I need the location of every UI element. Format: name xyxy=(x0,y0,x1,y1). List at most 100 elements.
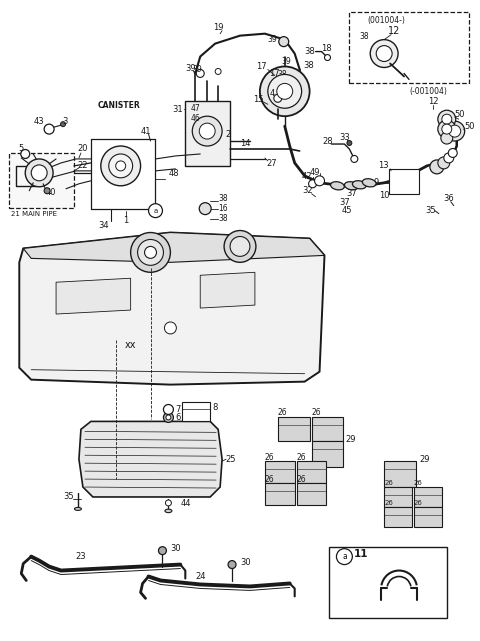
Text: 12: 12 xyxy=(388,26,400,36)
Circle shape xyxy=(438,110,456,128)
Circle shape xyxy=(199,123,215,139)
Text: 5: 5 xyxy=(19,144,24,153)
Circle shape xyxy=(158,547,167,554)
Circle shape xyxy=(199,203,211,215)
Text: 39: 39 xyxy=(185,64,196,73)
Circle shape xyxy=(370,40,398,67)
Circle shape xyxy=(166,500,171,506)
Text: 22: 22 xyxy=(78,162,88,171)
Text: 37: 37 xyxy=(339,198,350,207)
Circle shape xyxy=(274,94,282,103)
Bar xyxy=(414,487,442,507)
Text: 24: 24 xyxy=(195,572,205,581)
Text: 13: 13 xyxy=(379,162,389,171)
Bar xyxy=(9,153,74,208)
Text: 38: 38 xyxy=(278,70,288,79)
Ellipse shape xyxy=(74,508,82,510)
Circle shape xyxy=(144,246,156,258)
Text: 43: 43 xyxy=(34,117,45,126)
Text: 33: 33 xyxy=(339,133,350,142)
Circle shape xyxy=(164,404,173,415)
Text: 26: 26 xyxy=(297,474,306,483)
Circle shape xyxy=(336,549,352,565)
Circle shape xyxy=(192,116,222,146)
Text: 37: 37 xyxy=(346,189,357,198)
Text: 28: 28 xyxy=(322,137,333,146)
Circle shape xyxy=(449,125,461,137)
Ellipse shape xyxy=(331,181,344,190)
Bar xyxy=(265,483,295,505)
Circle shape xyxy=(44,188,50,194)
Text: 41: 41 xyxy=(140,127,151,136)
Text: 50: 50 xyxy=(455,110,465,119)
Bar xyxy=(384,487,412,507)
Text: (-001004): (-001004) xyxy=(409,87,447,96)
Polygon shape xyxy=(19,233,324,385)
Text: 46: 46 xyxy=(190,113,200,122)
Text: 20: 20 xyxy=(78,144,88,153)
Circle shape xyxy=(131,233,170,272)
Text: 8: 8 xyxy=(212,403,217,412)
Polygon shape xyxy=(56,278,131,314)
Text: 35: 35 xyxy=(64,492,74,501)
Circle shape xyxy=(445,121,465,141)
Text: 23: 23 xyxy=(76,552,86,561)
Circle shape xyxy=(166,415,171,420)
Text: 4: 4 xyxy=(269,89,275,98)
Text: 7: 7 xyxy=(175,405,181,414)
Bar xyxy=(312,417,343,441)
Text: 26: 26 xyxy=(414,500,423,506)
Text: 15: 15 xyxy=(252,95,263,104)
Text: 17: 17 xyxy=(257,62,267,71)
Text: 39: 39 xyxy=(192,65,202,74)
Text: 10: 10 xyxy=(379,191,389,200)
Bar xyxy=(278,417,310,441)
Text: 47: 47 xyxy=(190,104,200,113)
Circle shape xyxy=(230,237,250,256)
Text: xx: xx xyxy=(125,340,136,350)
Text: 30: 30 xyxy=(170,544,181,553)
Ellipse shape xyxy=(345,181,358,190)
Text: 2: 2 xyxy=(226,129,231,138)
Text: a: a xyxy=(154,208,157,213)
Text: 19: 19 xyxy=(213,23,223,32)
Text: 25: 25 xyxy=(225,454,236,463)
Text: 3: 3 xyxy=(62,117,68,126)
Bar xyxy=(185,101,230,166)
Text: 38: 38 xyxy=(304,61,314,70)
Circle shape xyxy=(442,124,452,134)
Bar xyxy=(414,507,442,527)
Text: 45: 45 xyxy=(342,206,353,215)
Circle shape xyxy=(138,240,164,265)
Circle shape xyxy=(351,156,358,162)
Text: 40: 40 xyxy=(46,188,56,197)
Text: 18: 18 xyxy=(322,44,332,53)
Text: 44: 44 xyxy=(180,499,191,508)
Polygon shape xyxy=(79,421,222,497)
Text: (001004-): (001004-) xyxy=(367,16,405,25)
Bar xyxy=(389,169,419,194)
Circle shape xyxy=(430,160,444,174)
Circle shape xyxy=(196,69,204,78)
Circle shape xyxy=(101,146,141,186)
Text: CANISTER: CANISTER xyxy=(98,101,141,110)
Text: 26: 26 xyxy=(384,500,393,506)
Text: 34: 34 xyxy=(98,221,109,230)
Polygon shape xyxy=(200,272,255,308)
Bar xyxy=(297,483,326,505)
Text: 38: 38 xyxy=(218,214,228,223)
Circle shape xyxy=(438,157,450,169)
Circle shape xyxy=(309,180,316,188)
Polygon shape xyxy=(23,233,324,262)
Bar xyxy=(297,461,326,483)
Circle shape xyxy=(165,322,176,334)
Circle shape xyxy=(60,122,65,127)
Circle shape xyxy=(224,231,256,262)
Text: 26: 26 xyxy=(265,474,275,483)
Circle shape xyxy=(21,149,30,158)
Circle shape xyxy=(164,412,173,422)
Ellipse shape xyxy=(352,181,366,189)
Text: 21 MAIN PIPE: 21 MAIN PIPE xyxy=(12,211,57,217)
Bar xyxy=(312,441,343,467)
Text: 31: 31 xyxy=(173,104,183,113)
